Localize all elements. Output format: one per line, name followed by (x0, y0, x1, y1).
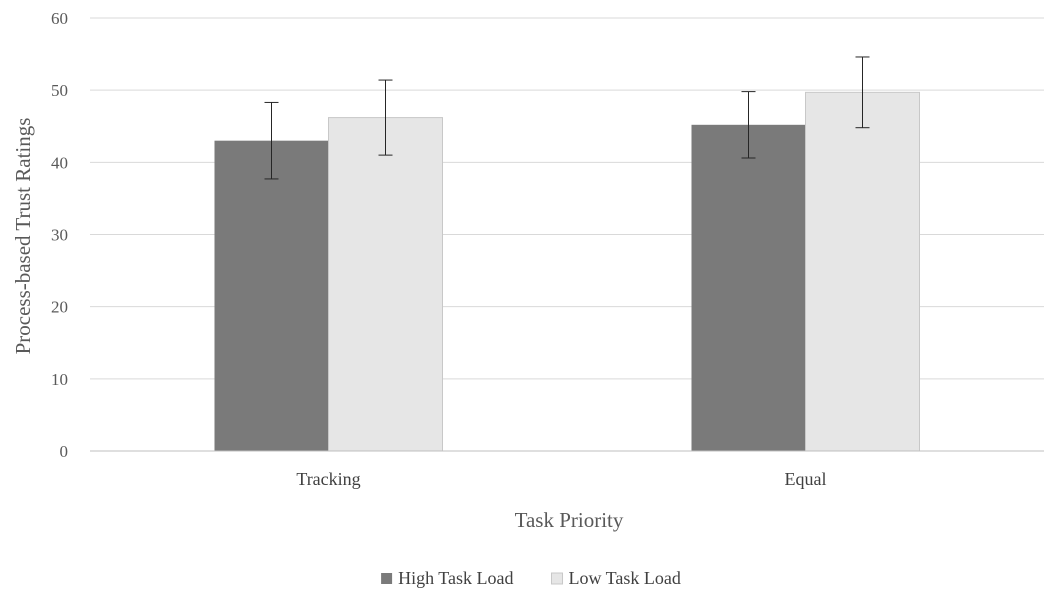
legend-swatch (551, 572, 564, 585)
y-axis-title: Process-based Trust Ratings (11, 118, 35, 355)
x-tick-label: Equal (785, 469, 827, 489)
x-tick-label: Tracking (296, 469, 360, 489)
y-tick-label: 40 (51, 153, 68, 172)
legend: High Task Load Low Task Load (381, 568, 681, 588)
bar (805, 91, 920, 452)
y-tick-label: 30 (51, 226, 68, 245)
y-tick-label: 10 (51, 370, 68, 389)
bar (214, 140, 329, 451)
bar (328, 117, 443, 452)
x-axis-title: Task Priority (515, 508, 624, 532)
axes: 0 10 20 30 40 50 60 Tracking Equal (51, 9, 1044, 489)
legend-swatch (381, 573, 393, 584)
bars (214, 91, 920, 452)
legend-label: Low Task Load (569, 568, 681, 588)
error-bars (264, 56, 870, 180)
bar (691, 124, 806, 451)
y-tick-label: 20 (51, 298, 68, 317)
y-tick-label: 50 (51, 81, 68, 100)
y-tick-label: 60 (51, 9, 68, 28)
y-tick-label: 0 (60, 442, 69, 461)
legend-label: High Task Load (398, 568, 513, 588)
